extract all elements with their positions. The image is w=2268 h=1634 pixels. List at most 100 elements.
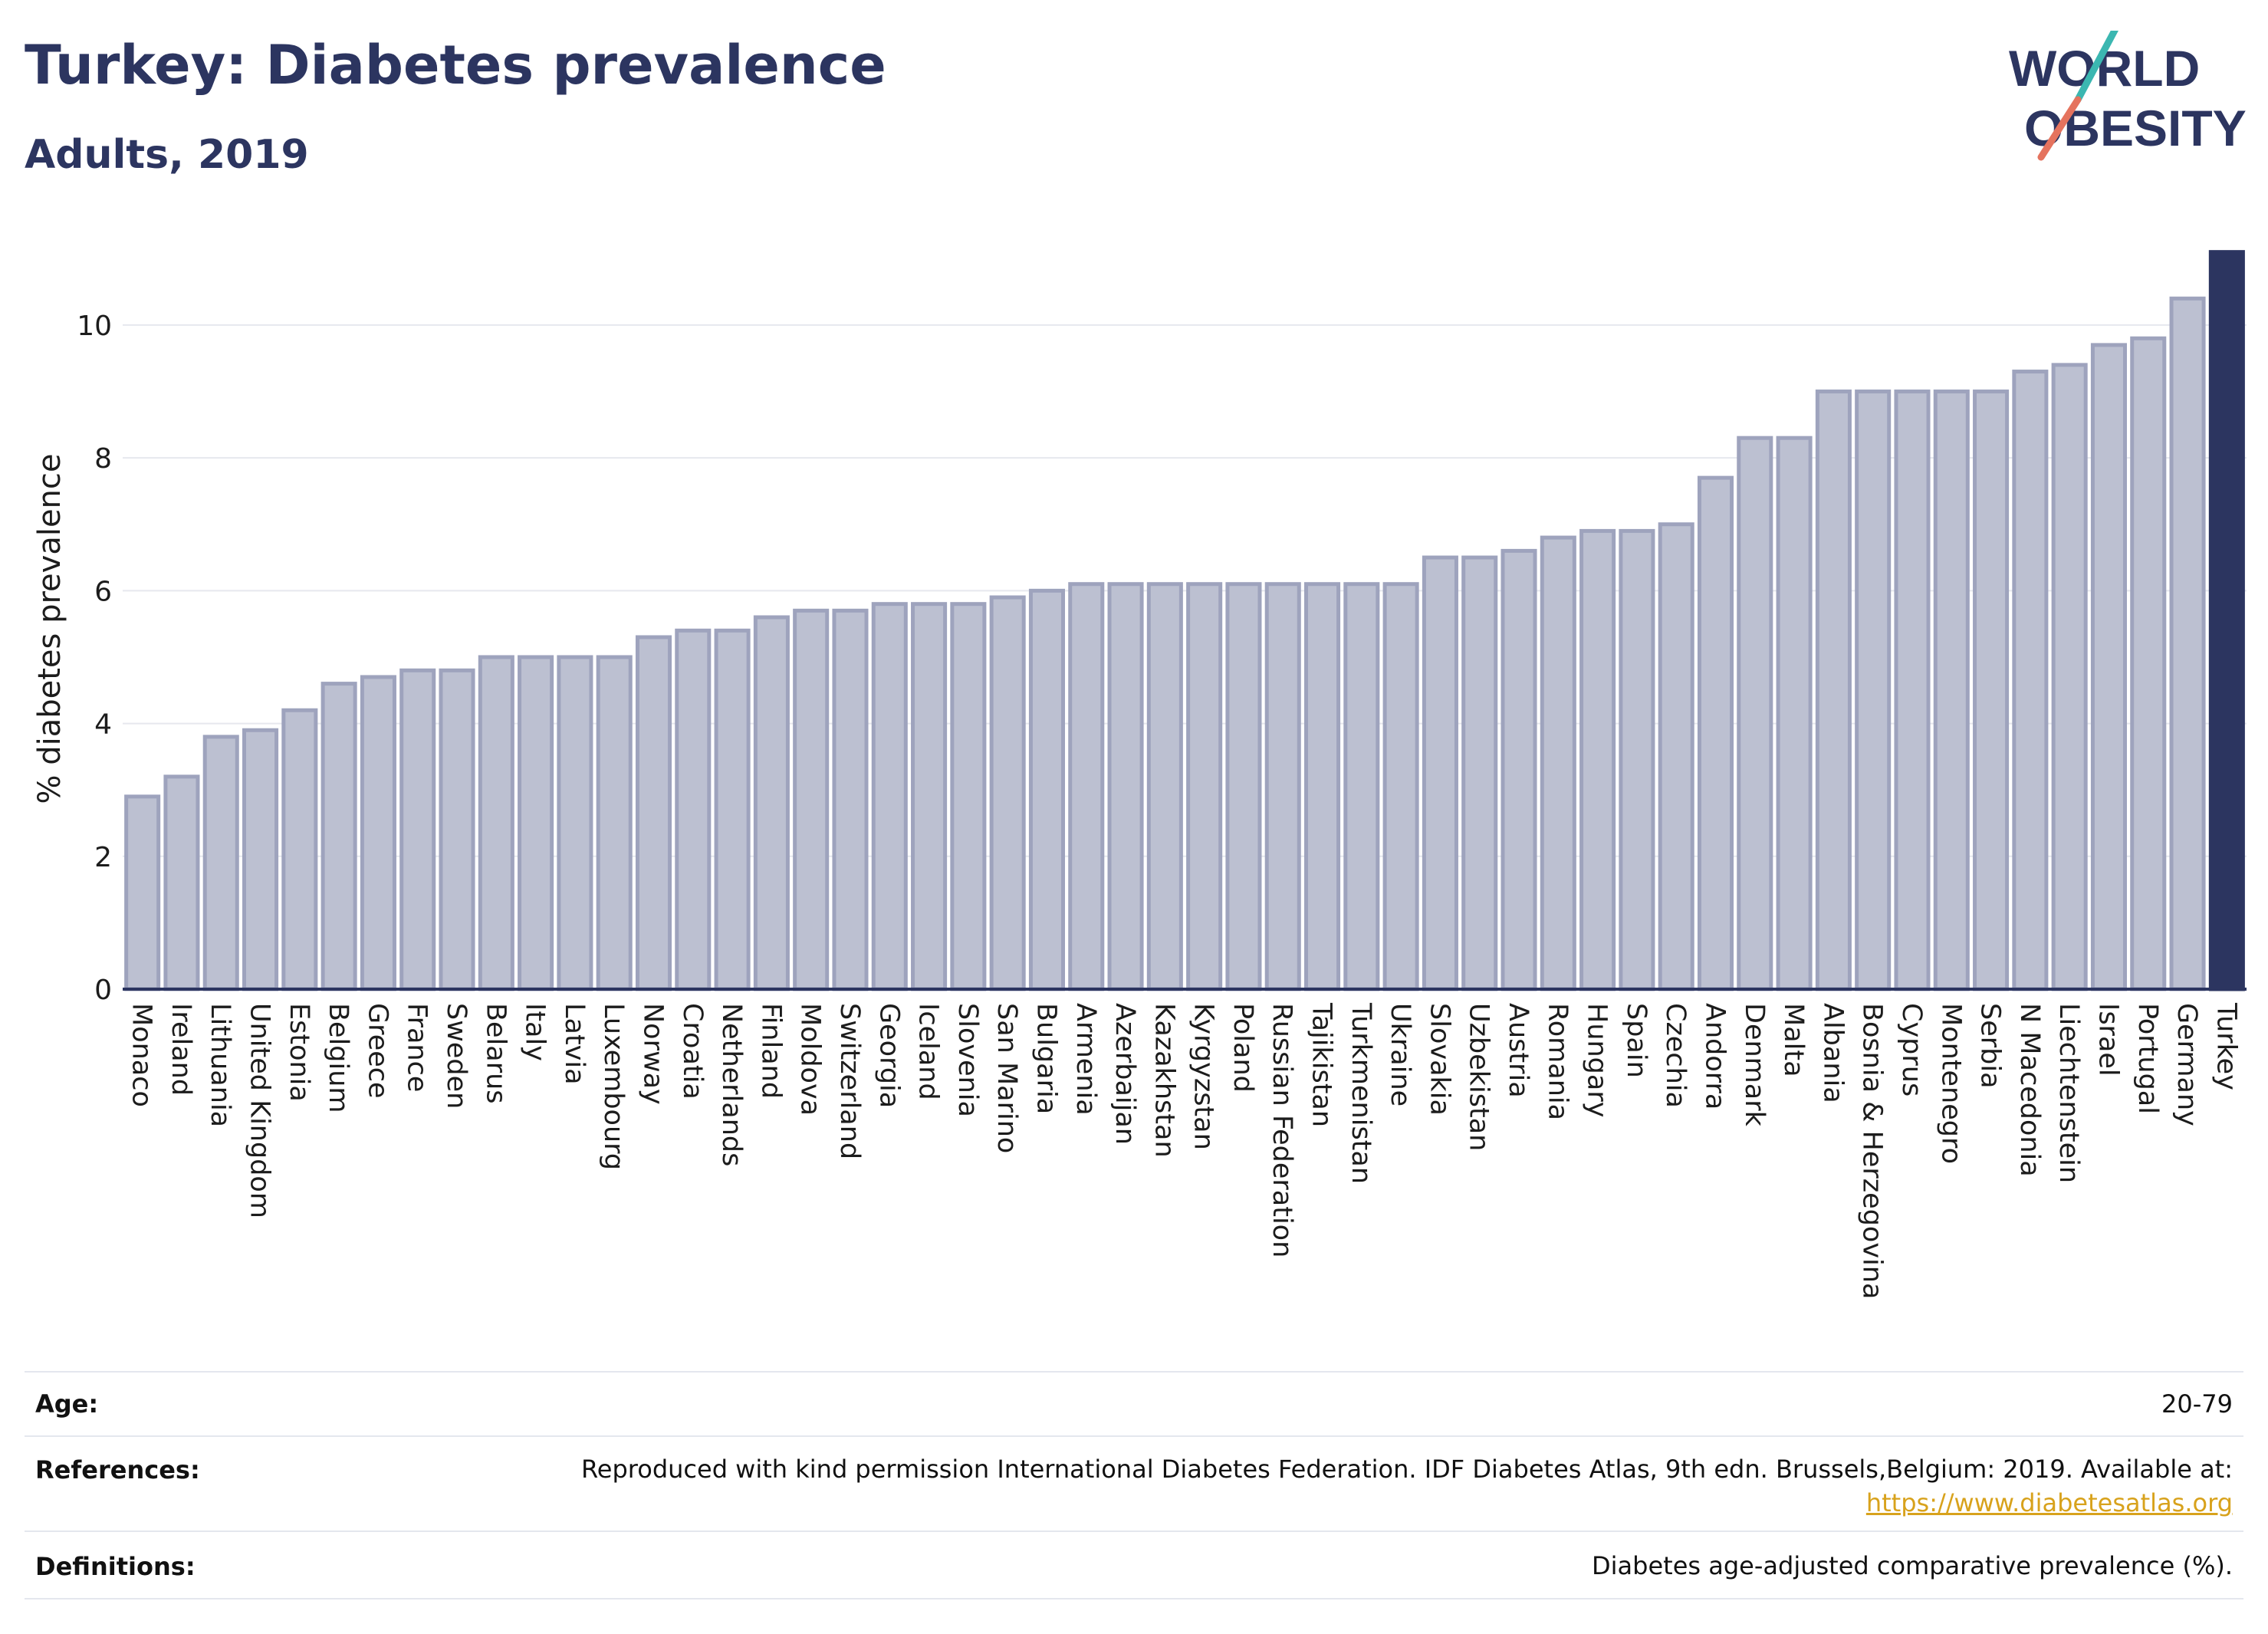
logo-slash-coral [2037, 96, 2082, 161]
bar-san-marino [989, 595, 1026, 991]
x-tick-label: Denmark [1739, 1003, 1770, 1127]
bar-liechtenstein [2051, 363, 2088, 991]
bar-austria [1500, 548, 1537, 991]
x-tick-label: Croatia [677, 1003, 708, 1100]
y-tick-label: 2 [94, 842, 112, 873]
bar-hungary [1579, 528, 1616, 991]
bar-belarus [478, 655, 514, 991]
x-tick-label: Georgia [873, 1003, 904, 1108]
x-tick-label: Kyrgyzstan [1188, 1003, 1219, 1150]
y-tick-label: 6 [94, 576, 112, 607]
x-tick-label: Russian Federation [1267, 1003, 1297, 1258]
x-tick-label: Estonia [284, 1003, 314, 1102]
bar-romania [1540, 535, 1576, 991]
bar-croatia [675, 628, 712, 991]
info-row-age: Age: 20-79 [25, 1371, 2243, 1435]
bar-kazakhstan [1146, 582, 1183, 991]
references-text: Reproduced with kind permission Internat… [580, 1455, 2233, 1484]
x-tick-label: Albania [1817, 1003, 1848, 1103]
bar-armenia [1068, 582, 1105, 991]
bar-poland [1225, 582, 1262, 991]
bar-estonia [281, 708, 318, 991]
x-tick-label: France [402, 1003, 432, 1092]
info-row-definitions: Definitions: Diabetes age-adjusted compa… [25, 1530, 2243, 1599]
x-tick-label: Finland [755, 1003, 786, 1099]
bar-luxembourg [596, 655, 633, 991]
bar-montenegro [1933, 390, 1970, 991]
x-tick-label: Romania [1542, 1003, 1573, 1120]
age-label: Age: [35, 1389, 99, 1419]
x-tick-label: Austria [1503, 1003, 1533, 1098]
bar-sweden [439, 668, 475, 991]
bar-lithuania [202, 735, 239, 991]
x-tick-label: Belgium [323, 1003, 353, 1113]
bar-belgium [320, 682, 357, 991]
bar-netherlands [714, 628, 751, 991]
bar-malta [1776, 436, 1813, 991]
x-tick-label: Bosnia & Herzegovina [1857, 1003, 1888, 1299]
x-tick-label: Ireland [166, 1003, 196, 1096]
x-tick-label: San Marino [991, 1003, 1022, 1153]
bar-germany [2169, 296, 2206, 991]
x-tick-label: Lithuania [205, 1003, 235, 1127]
x-tick-label: United Kingdom [245, 1003, 275, 1218]
x-tick-labels: Monaco Ireland Lithuania United Kingdom Esto… [127, 1002, 2242, 1299]
bar-israel [2090, 343, 2127, 991]
x-tick-label: Turkey [2210, 1002, 2241, 1090]
bar-switzerland [832, 608, 869, 991]
x-tick-label: Italy [520, 1003, 551, 1061]
y-tick-label: 8 [94, 443, 112, 475]
x-tick-label: Germany [2171, 1003, 2202, 1126]
x-tick-label: Slovakia [1424, 1003, 1454, 1116]
x-tick-label: Luxembourg [598, 1003, 629, 1170]
bars [123, 250, 2247, 991]
page-subtitle: Adults, 2019 [25, 132, 309, 178]
bar-uzbekistan [1461, 555, 1498, 991]
bar-italy [518, 655, 554, 991]
bar-spain [1619, 528, 1655, 991]
x-tick-label: Spain [1621, 1003, 1652, 1078]
x-tick-label: Switzerland [834, 1003, 865, 1159]
x-tick-label: Iceland [913, 1003, 944, 1100]
x-tick-label: Norway [638, 1003, 669, 1105]
bar-bosnia-herzegovina [1855, 390, 1892, 991]
bar-moldova [793, 608, 830, 991]
bar-tajikistan [1304, 582, 1341, 991]
x-tick-label: Montenegro [1935, 1003, 1966, 1164]
bar-slovakia [1422, 555, 1458, 991]
bar-kyrgyzstan [1186, 582, 1223, 991]
world-obesity-logo: WORLD OBESITY [2009, 31, 2247, 161]
logo-slash-teal [2074, 31, 2118, 104]
x-tick-label: Belarus [480, 1003, 511, 1104]
bar-norway [635, 635, 672, 991]
bar-serbia [1973, 390, 2010, 991]
x-tick-label: Greece [362, 1003, 393, 1099]
bar-united-kingdom [242, 728, 279, 991]
x-tick-label: Monaco [127, 1003, 157, 1107]
x-tick-label: Hungary [1582, 1003, 1612, 1117]
x-tick-label: Bulgaria [1030, 1003, 1061, 1114]
references-label: References: [35, 1455, 200, 1484]
bar-iceland [911, 602, 948, 991]
x-tick-label: Netherlands [716, 1003, 747, 1166]
x-tick-label: Czechia [1660, 1003, 1691, 1108]
references-link[interactable]: https://www.diabetesatlas.org [1865, 1488, 2233, 1517]
gridlines [123, 324, 2247, 857]
x-tick-label: Tajikistan [1307, 1002, 1337, 1127]
bar-france [399, 668, 436, 991]
references-value: Reproduced with kind permission Internat… [581, 1452, 2233, 1520]
bar-ireland [163, 774, 200, 991]
bar-ukraine [1382, 582, 1419, 991]
info-row-references: References: Reproduced with kind permiss… [25, 1435, 2243, 1530]
x-tick-label: Latvia [559, 1003, 590, 1085]
x-tick-label: Uzbekistan [1464, 1003, 1494, 1151]
x-tick-label: Poland [1228, 1003, 1258, 1093]
y-tick-label: 0 [94, 975, 112, 1006]
bar-finland [753, 615, 790, 991]
bar-portugal [2130, 336, 2167, 991]
bar-turkey [2208, 250, 2245, 991]
x-tick-label: Armenia [1070, 1003, 1101, 1116]
bar-denmark [1737, 436, 1773, 991]
x-tick-label: Andorra [1700, 1003, 1731, 1110]
y-tick-label: 10 [77, 311, 112, 342]
